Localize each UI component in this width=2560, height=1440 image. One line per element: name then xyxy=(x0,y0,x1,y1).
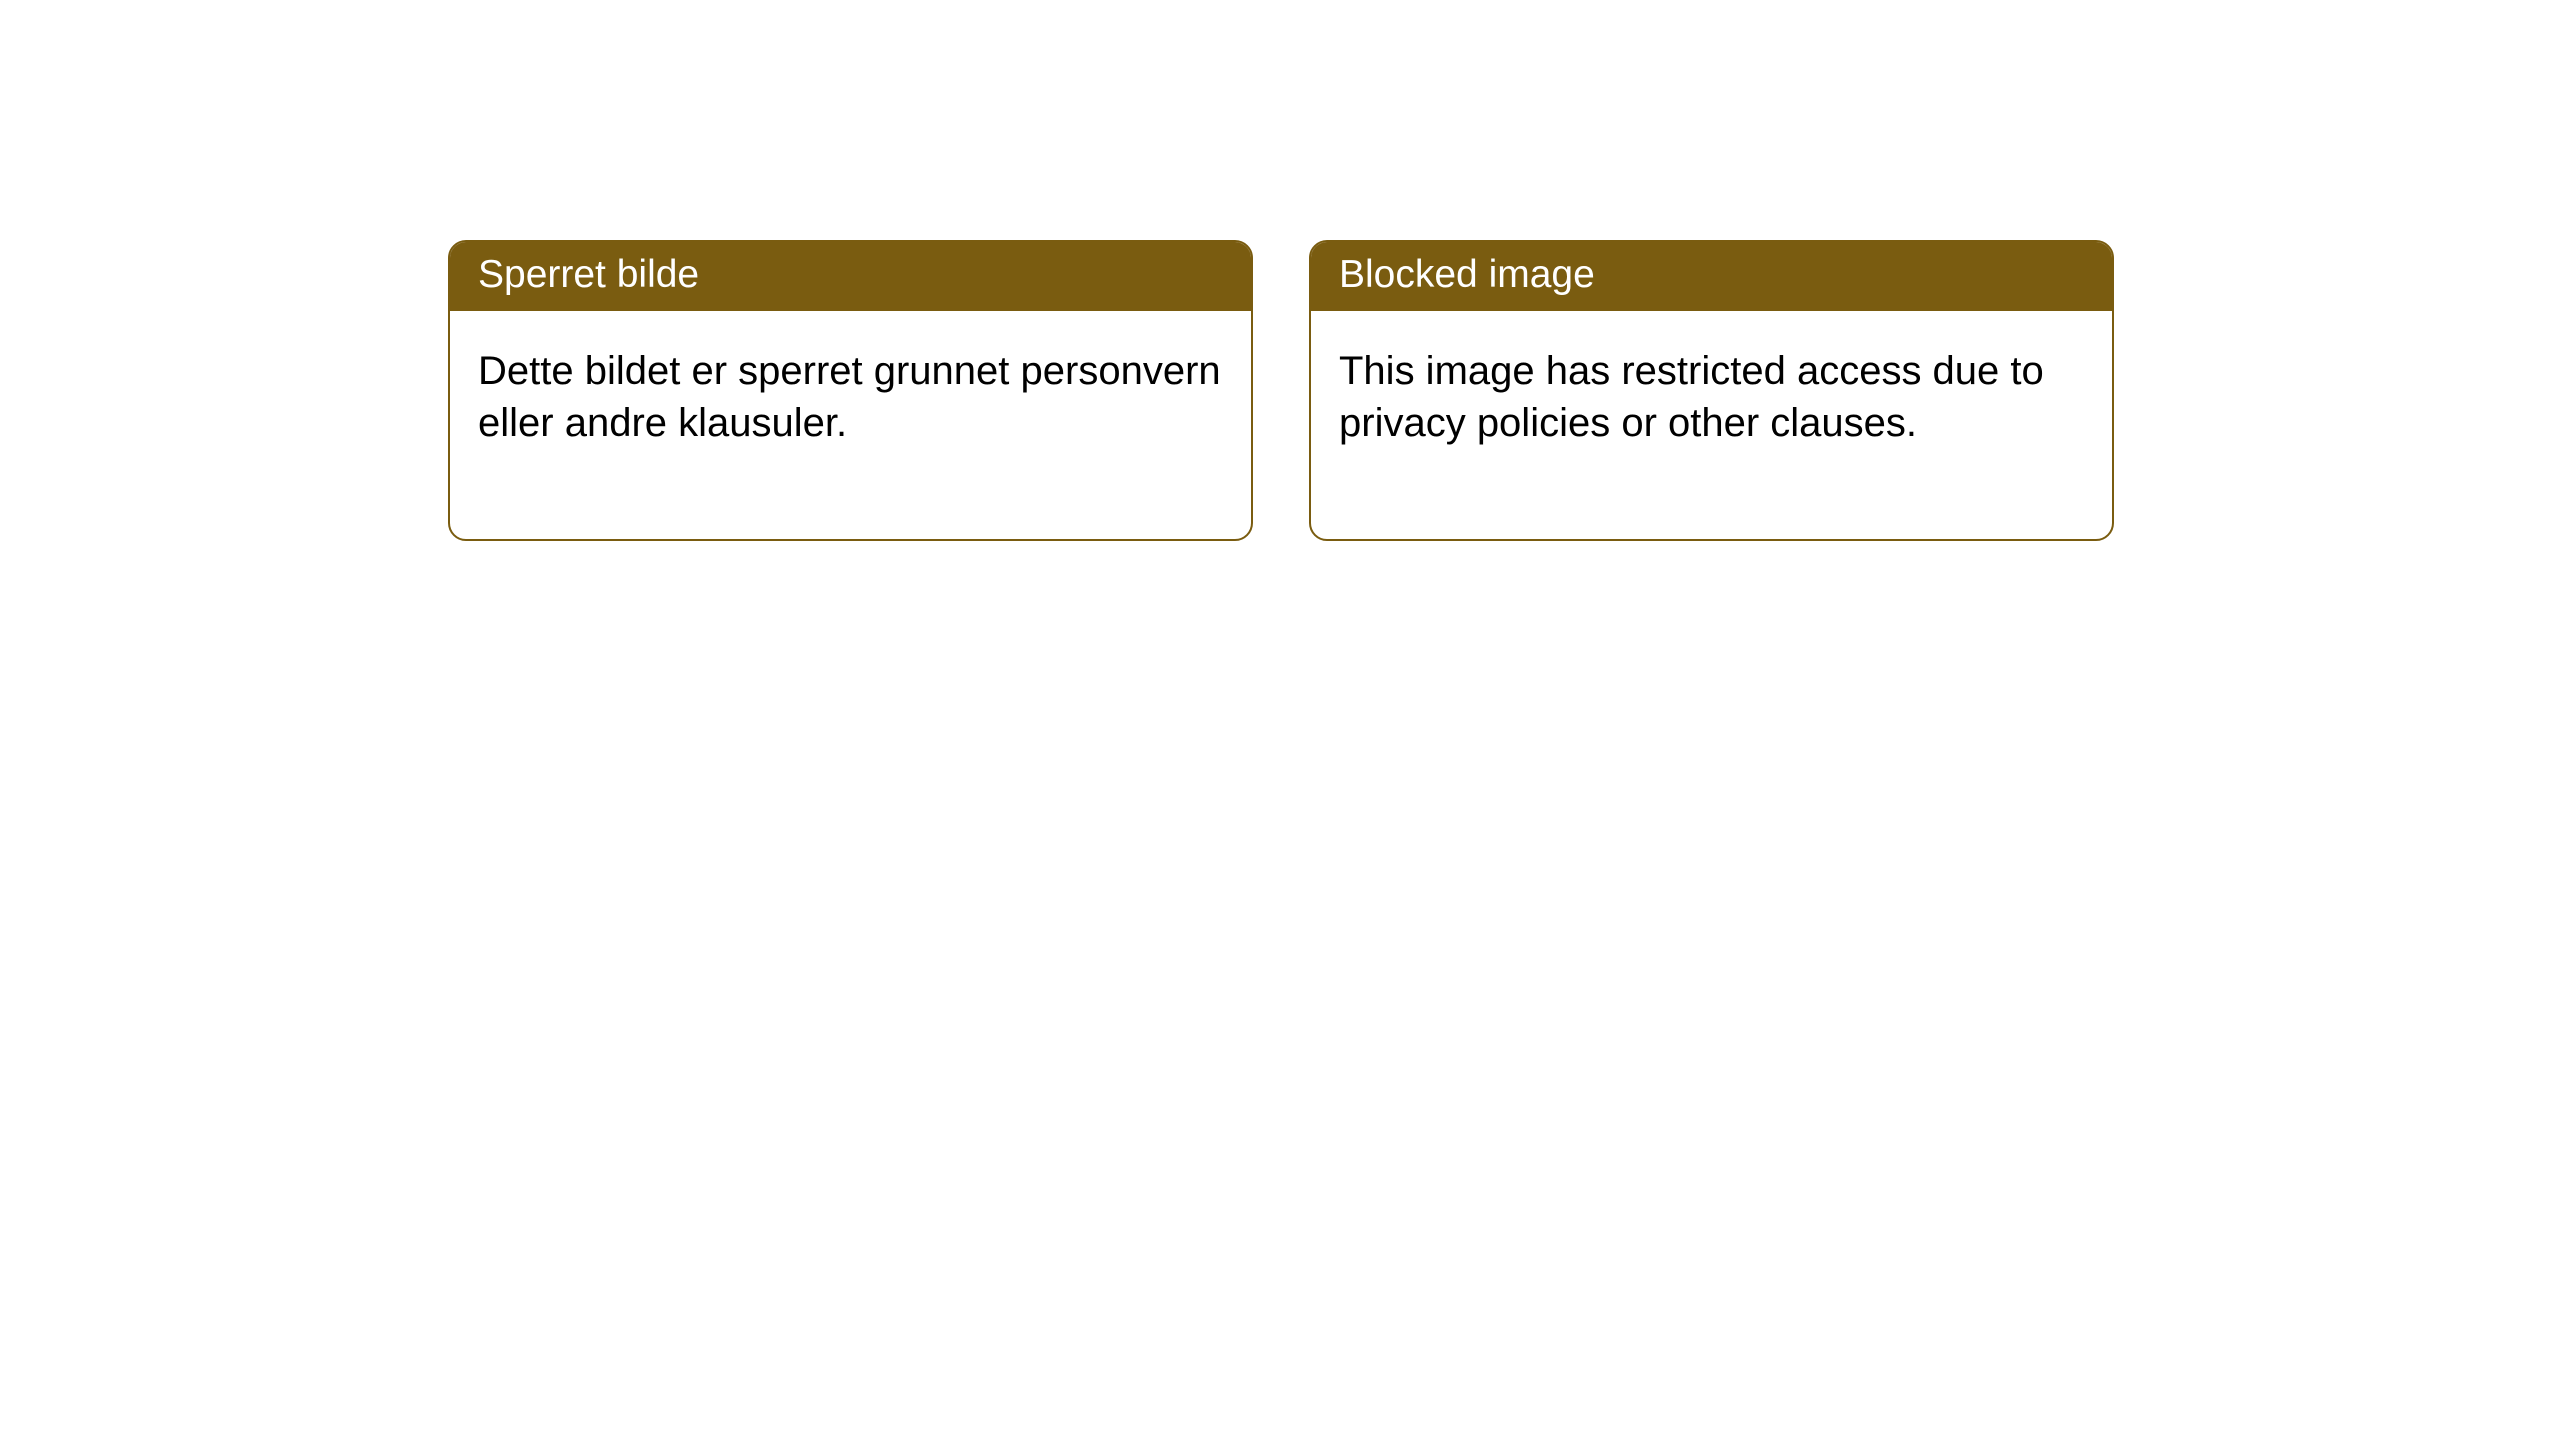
notice-card-english: Blocked image This image has restricted … xyxy=(1309,240,2114,541)
notice-body: Dette bildet er sperret grunnet personve… xyxy=(450,311,1251,539)
notice-container: Sperret bilde Dette bildet er sperret gr… xyxy=(0,0,2560,541)
notice-body: This image has restricted access due to … xyxy=(1311,311,2112,539)
notice-card-norwegian: Sperret bilde Dette bildet er sperret gr… xyxy=(448,240,1253,541)
notice-header: Blocked image xyxy=(1311,242,2112,311)
notice-header: Sperret bilde xyxy=(450,242,1251,311)
